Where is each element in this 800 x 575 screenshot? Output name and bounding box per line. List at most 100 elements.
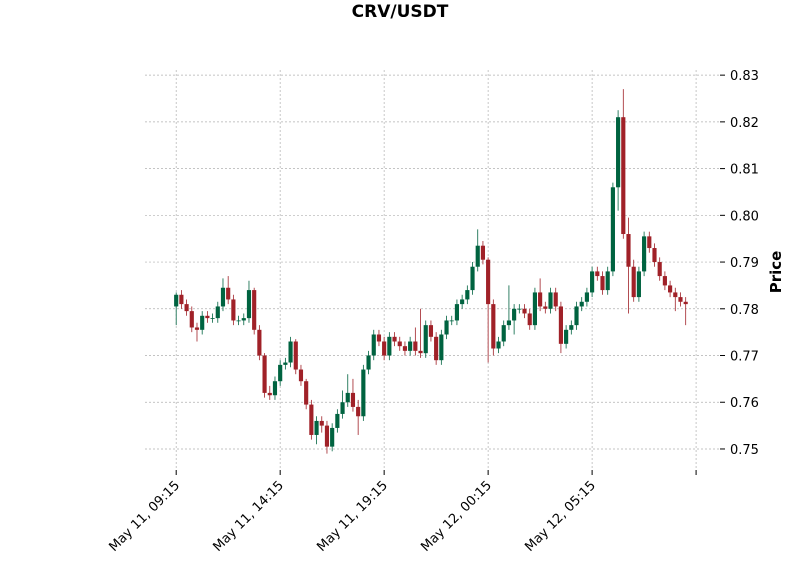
candle-body xyxy=(460,299,465,305)
candle-body xyxy=(262,355,267,393)
candle-body xyxy=(631,266,636,298)
candle-body xyxy=(636,271,641,298)
candle-body xyxy=(402,346,408,351)
x-tick-label: May 12, 00:15 xyxy=(418,478,495,555)
candle-body xyxy=(616,117,621,188)
candle-body xyxy=(226,287,231,300)
candle-body xyxy=(610,187,615,272)
y-tick-label: 0.81 xyxy=(730,163,759,178)
candle-body xyxy=(288,341,293,363)
candle-body xyxy=(423,325,428,354)
candle-body xyxy=(205,315,210,319)
candle-body xyxy=(579,301,584,307)
candle-body xyxy=(673,292,678,298)
candle-body xyxy=(241,318,246,321)
candle-body xyxy=(330,427,335,447)
candle-body xyxy=(590,271,595,293)
candle-body xyxy=(517,308,522,310)
candle-body xyxy=(506,320,512,326)
candle-body xyxy=(184,304,189,312)
candle-body xyxy=(371,334,376,356)
candle-body xyxy=(548,292,553,309)
candle-body xyxy=(319,420,324,426)
candle-body xyxy=(387,336,392,356)
candle-body xyxy=(543,306,548,309)
candle-body xyxy=(189,311,194,328)
candle-body xyxy=(569,325,574,330)
candle-body xyxy=(595,271,600,277)
candle-body xyxy=(246,290,252,319)
candle-body xyxy=(210,318,215,319)
candle-body xyxy=(200,315,205,330)
x-tick-label: May 12, 05:15 xyxy=(522,478,599,555)
candle-body xyxy=(475,245,480,267)
candle-body xyxy=(174,294,179,307)
candle-body xyxy=(626,234,631,267)
candle-body xyxy=(683,301,688,305)
candle-body xyxy=(376,334,382,342)
candle-body xyxy=(564,329,569,344)
candle-body xyxy=(366,355,371,370)
candle-body xyxy=(600,276,605,291)
candle-body xyxy=(397,341,402,347)
candle-body xyxy=(496,341,501,349)
candle-body xyxy=(512,308,517,321)
y-tick-label: 0.76 xyxy=(730,396,759,411)
candle-body xyxy=(356,406,361,417)
candle-body xyxy=(418,350,423,354)
candle-body xyxy=(480,245,486,260)
candle-body xyxy=(304,381,309,405)
candle-body xyxy=(314,420,319,435)
candle-body xyxy=(350,392,356,407)
y-tick-label: 0.79 xyxy=(730,256,759,271)
candle-body xyxy=(501,325,506,342)
x-tick-label: May 11, 19:15 xyxy=(314,478,391,555)
candle-body xyxy=(657,262,662,277)
candle-body xyxy=(298,369,304,382)
x-tick-label: May 11, 09:15 xyxy=(106,478,183,555)
candle-body xyxy=(408,341,413,351)
candle-body xyxy=(345,392,350,403)
candle-body xyxy=(361,369,366,417)
candle-body xyxy=(236,320,241,322)
candle-body xyxy=(491,304,496,349)
candle-body xyxy=(220,287,226,307)
y-axis-label: Price xyxy=(767,251,785,294)
candle-body xyxy=(413,341,418,351)
y-tick-label: 0.77 xyxy=(730,350,759,365)
candle-body xyxy=(392,336,397,342)
candle-body xyxy=(272,381,278,396)
candle-body xyxy=(662,276,667,286)
candle-body xyxy=(231,299,236,321)
candle-body xyxy=(309,404,314,435)
candle-body xyxy=(252,290,257,330)
candle-body xyxy=(439,334,444,361)
candle-body xyxy=(486,259,491,305)
candle-body xyxy=(335,413,340,428)
candle-body xyxy=(278,364,283,382)
candle-body xyxy=(574,306,579,326)
candle-body xyxy=(257,329,262,356)
candle-body xyxy=(449,320,454,322)
candle-body xyxy=(668,285,673,293)
candle-body xyxy=(324,425,330,447)
candle-body xyxy=(382,341,387,356)
candle-body xyxy=(465,290,470,300)
x-tick-label: May 11, 14:15 xyxy=(210,478,287,555)
candle-body xyxy=(194,327,200,330)
candle-body xyxy=(527,313,532,326)
candle-body xyxy=(444,320,449,335)
y-tick-label: 0.80 xyxy=(730,209,759,224)
candle-body xyxy=(621,117,626,235)
candle-body xyxy=(434,336,439,361)
y-tick-label: 0.83 xyxy=(730,69,759,84)
candle-body xyxy=(553,292,558,307)
candle-body xyxy=(678,297,683,302)
candle-body xyxy=(532,292,537,326)
candle-body xyxy=(340,402,345,414)
candle-body xyxy=(215,306,220,319)
candle-body xyxy=(558,306,563,344)
candle-body xyxy=(647,236,652,249)
candle-body xyxy=(267,392,272,396)
